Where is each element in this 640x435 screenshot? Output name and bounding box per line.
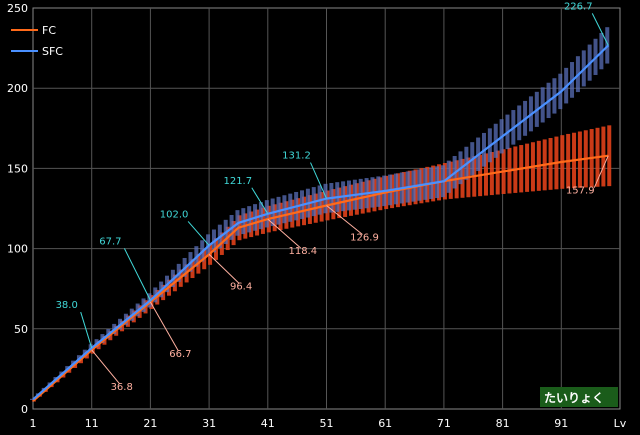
fc-line xyxy=(32,154,609,402)
y-axis-ticks: 0 50 100 150 200 250 xyxy=(7,2,28,416)
y-tick-label: 0 xyxy=(21,403,28,416)
annotation-leader xyxy=(267,218,302,249)
data-label: 102.0 xyxy=(160,209,189,220)
annotation-leader xyxy=(208,254,240,284)
fc-range-bar xyxy=(607,125,612,187)
annotation-leader xyxy=(310,162,327,199)
annotation-leader xyxy=(251,187,269,215)
sfc-range-bar xyxy=(30,398,34,400)
legend-sfc-label: SFC xyxy=(42,45,63,58)
data-label: 226.7 xyxy=(564,1,593,12)
x-tick-label: 51 xyxy=(320,417,334,430)
x-tick-label: 41 xyxy=(261,417,275,430)
x-tick-label: 31 xyxy=(202,417,216,430)
data-label: 66.7 xyxy=(169,349,191,360)
annotations: 38.0 67.7 102.0 121.7 131.2 226.7 36.8 66.7 96.4… xyxy=(56,1,609,393)
y-tick-label: 200 xyxy=(7,82,28,95)
legend: FC SFC xyxy=(11,24,63,58)
y-tick-label: 50 xyxy=(14,323,28,336)
data-label: 121.7 xyxy=(223,176,252,187)
data-label: 131.2 xyxy=(282,151,311,162)
data-label: 126.9 xyxy=(350,232,379,243)
legend-fc-label: FC xyxy=(42,24,56,37)
x-axis-label: Lv xyxy=(614,417,627,430)
y-tick-label: 150 xyxy=(7,162,28,175)
x-tick-label: 1 xyxy=(30,417,37,430)
data-label: 96.4 xyxy=(230,281,252,292)
x-tick-label: 91 xyxy=(554,417,568,430)
data-label: 67.7 xyxy=(99,236,121,247)
data-label: 157.9 xyxy=(566,186,595,197)
y-tick-label: 100 xyxy=(7,243,28,256)
x-tick-label: 61 xyxy=(378,417,392,430)
annotation-leader xyxy=(187,221,210,246)
annotation-leader xyxy=(149,301,179,352)
annotation-leader xyxy=(326,205,363,235)
x-tick-label: 21 xyxy=(143,417,157,430)
x-tick-label: 71 xyxy=(437,417,451,430)
annotation-leader xyxy=(91,349,121,385)
sfc-line xyxy=(32,44,610,401)
annotation-leader xyxy=(591,13,609,46)
x-axis-ticks: 1 11 21 31 41 51 61 71 81 91 Lv xyxy=(30,417,627,430)
data-label: 38.0 xyxy=(56,300,78,311)
y-tick-label: 250 xyxy=(7,2,28,15)
x-tick-label: 81 xyxy=(496,417,510,430)
annotation-leader xyxy=(593,155,609,188)
stat-badge-bg xyxy=(540,387,618,407)
data-label: 118.4 xyxy=(288,246,317,257)
x-tick-label: 11 xyxy=(85,417,99,430)
data-label: 36.8 xyxy=(111,382,133,393)
series-lines xyxy=(32,44,610,402)
annotation-leader xyxy=(123,248,151,301)
stat-badge-label: たいりょく xyxy=(544,391,604,405)
stat-badge: たいりょく xyxy=(540,387,618,407)
annotation-leader xyxy=(80,311,93,349)
